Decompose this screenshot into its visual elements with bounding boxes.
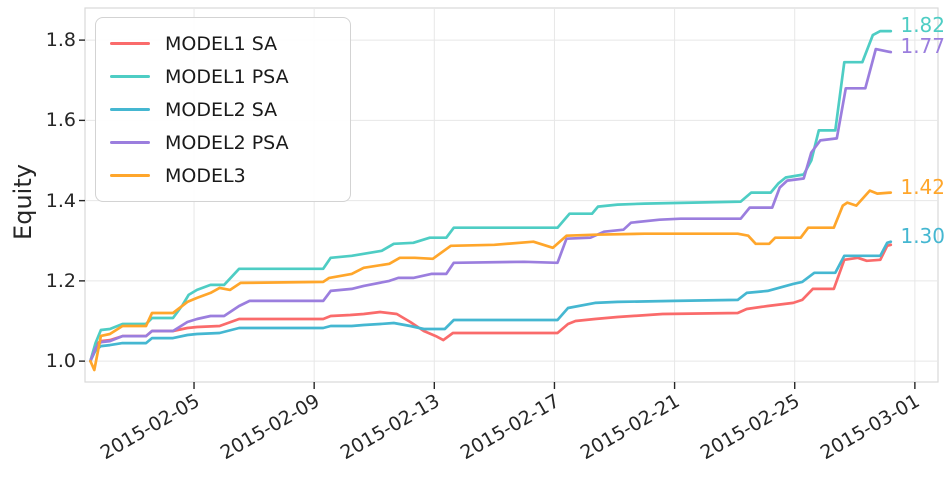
legend-item-model3: MODEL3: [110, 159, 350, 192]
y-tick-label-1.0: 1.0: [45, 350, 76, 373]
y-tick-label-1.4: 1.4: [45, 189, 76, 212]
series-line-model3: [89, 189, 893, 372]
legend-line-swatch: [110, 74, 150, 79]
legend-label: MODEL1 SA: [165, 32, 278, 55]
series-line-model2-psa: [89, 47, 893, 363]
end-value-label-1.82: 1.82: [900, 13, 945, 38]
legend: MODEL1 SA MODEL1 PSA MODEL2 SA MODEL2 PSA MO…: [95, 17, 351, 202]
legend-line-swatch: [110, 140, 150, 145]
end-value-label-1.77: 1.77: [900, 34, 945, 59]
legend-item-model1-sa: MODEL1 SA: [110, 27, 350, 60]
series-line-model2-sa: [89, 240, 893, 363]
legend-label: MODEL1 PSA: [165, 65, 289, 88]
end-value-label-1.30: 1.30: [900, 223, 945, 248]
legend-label: MODEL2 PSA: [165, 131, 289, 154]
legend-label: MODEL3: [165, 164, 246, 187]
legend-item-model2-psa: MODEL2 PSA: [110, 126, 350, 159]
y-tick-label-1.2: 1.2: [45, 269, 76, 292]
end-value-label-1.42: 1.42: [900, 174, 945, 199]
legend-item-model2-sa: MODEL2 SA: [110, 93, 350, 126]
legend-line-swatch: [110, 173, 150, 178]
legend-label: MODEL2 SA: [165, 98, 278, 121]
legend-item-model1-psa: MODEL1 PSA: [110, 60, 350, 93]
y-tick-label-1.8: 1.8: [45, 29, 76, 52]
y-tick-label-1.6: 1.6: [45, 109, 76, 132]
legend-line-swatch: [110, 41, 150, 46]
series-line-model1-psa: [89, 29, 893, 363]
legend-line-swatch: [110, 107, 150, 112]
